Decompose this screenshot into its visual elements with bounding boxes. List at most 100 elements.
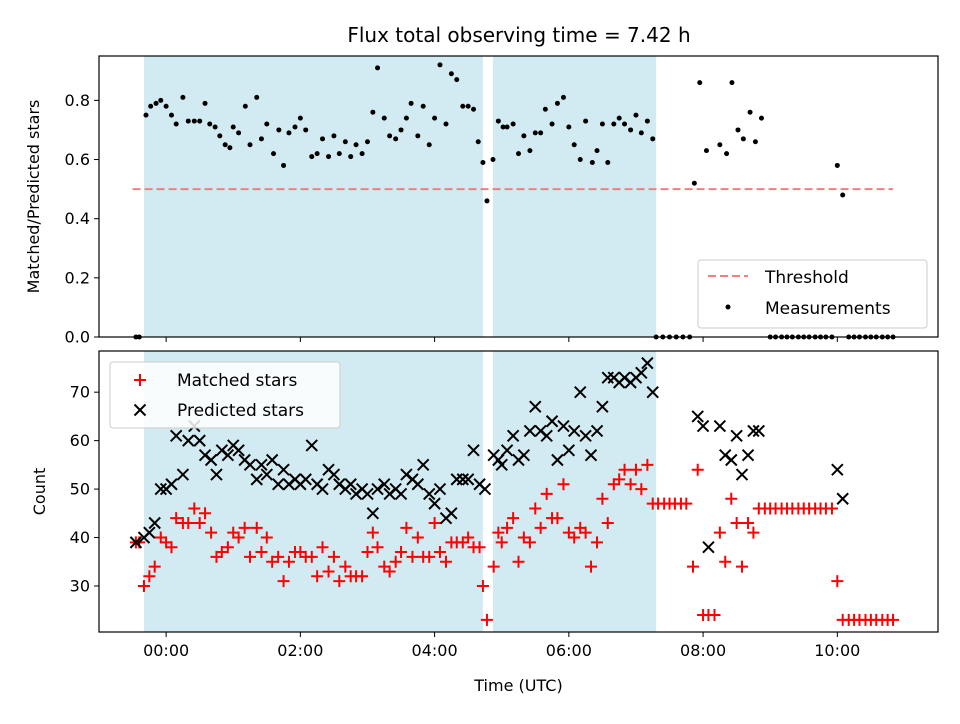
matched-star-point xyxy=(579,526,592,539)
predicted-star-point xyxy=(529,400,542,413)
legend-threshold-label: Threshold xyxy=(764,268,849,288)
top-legend: Threshold Measurements xyxy=(697,259,928,329)
measurement-point xyxy=(480,159,486,165)
measurement-point xyxy=(490,157,496,163)
measurement-point xyxy=(217,133,223,139)
predicted-star-point xyxy=(495,458,508,472)
predicted-star-point xyxy=(696,419,710,433)
measurement-point xyxy=(364,139,370,145)
predicted-star-point xyxy=(836,492,849,505)
matched-star-point xyxy=(480,613,493,626)
matched-star-point xyxy=(277,575,290,588)
predicted-star-point xyxy=(691,410,704,423)
predicted-star-point xyxy=(579,429,592,442)
predicted-star-point xyxy=(232,444,245,457)
y-tick-label: 0.4 xyxy=(65,209,90,228)
measurement-point xyxy=(264,121,270,127)
predicted-star-point xyxy=(361,487,374,501)
predicted-star-point xyxy=(416,458,430,472)
top-y-axis-label: Matched/Predicted stars xyxy=(24,100,43,294)
y-tick-label: 70 xyxy=(70,383,90,402)
predicted-star-point xyxy=(176,468,190,481)
matched-star-point xyxy=(255,546,268,559)
measurement-point xyxy=(834,162,840,168)
matched-star-point xyxy=(512,555,525,568)
measurement-point xyxy=(212,124,218,130)
matched-star-point xyxy=(523,536,536,549)
matched-star-point xyxy=(250,521,263,534)
matched-star-point xyxy=(635,483,648,496)
measurement-point xyxy=(465,103,471,109)
measurement-point xyxy=(599,121,605,127)
measurement-point xyxy=(724,151,730,157)
matched-star-point xyxy=(244,550,257,563)
measurement-point xyxy=(735,127,741,133)
matched-star-point xyxy=(831,575,844,588)
predicted-star-point xyxy=(250,473,263,486)
matched-star-point xyxy=(395,546,408,559)
bottom-x-axis-label: Time (UTC) xyxy=(473,676,562,695)
legend-matched-label: Matched stars xyxy=(177,371,297,391)
measurement-point xyxy=(158,97,164,103)
measurement-point xyxy=(342,139,348,145)
matched-star-point xyxy=(215,546,228,559)
measurement-point xyxy=(191,118,197,124)
matched-star-point xyxy=(433,546,446,559)
measurement-point xyxy=(443,121,449,127)
y-tick-label: 30 xyxy=(70,576,90,595)
predicted-star-point xyxy=(143,526,156,539)
matched-star-point xyxy=(492,526,505,539)
top-y-ticks: 0.0 0.2 0.4 0.6 0.8 xyxy=(65,91,99,347)
matched-star-point xyxy=(143,570,156,583)
measurement-point xyxy=(426,142,432,148)
matched-star-point xyxy=(165,541,178,554)
matched-star-point xyxy=(557,478,570,491)
measurement-point xyxy=(729,80,735,86)
measurement-point xyxy=(381,115,387,121)
measurement-point xyxy=(309,154,315,160)
measurement-point xyxy=(717,142,723,148)
predicted-star-point xyxy=(735,468,749,481)
measurement-point xyxy=(758,115,764,121)
matched-star-point xyxy=(260,531,273,544)
measurement-point xyxy=(549,121,555,127)
matched-star-point xyxy=(713,526,726,539)
matched-star-point xyxy=(356,570,369,583)
matched-star-point xyxy=(747,526,760,539)
predicted-star-point xyxy=(148,516,161,530)
measurement-point xyxy=(370,109,376,115)
predicted-star-point xyxy=(635,366,648,380)
legend-predicted-swatch xyxy=(133,403,147,417)
predicted-star-point xyxy=(221,448,235,462)
matched-star-point xyxy=(311,570,324,583)
matched-star-point xyxy=(568,531,581,544)
bottom-panel: 00:00 02:00 04:00 06:00 08:00 10:00 30 40 50 60 7… xyxy=(30,350,939,695)
matched-star-point xyxy=(641,458,654,471)
shaded-interval xyxy=(492,351,657,632)
predicted-star-point xyxy=(730,429,743,442)
measurement-point xyxy=(168,112,174,118)
top-panel: 0.00.20.40.60.8 Matched/Predicted stars … xyxy=(24,55,939,347)
matched-star-point xyxy=(272,550,285,563)
matched-star-point xyxy=(371,541,384,554)
y-tick-label: 0.2 xyxy=(65,268,90,287)
predicted-star-point xyxy=(523,424,537,438)
matched-star-point xyxy=(476,579,489,592)
matched-star-point xyxy=(487,560,500,573)
predicted-star-point xyxy=(165,478,178,491)
predicted-star-point xyxy=(344,478,357,491)
measurement-point xyxy=(236,130,242,136)
predicted-star-point xyxy=(596,400,609,413)
matched-star-point xyxy=(507,512,520,525)
matched-star-point xyxy=(182,516,195,529)
matched-star-point xyxy=(282,555,295,568)
measurement-point xyxy=(691,180,697,186)
predicted-star-point xyxy=(641,356,654,370)
measurement-point xyxy=(163,103,169,109)
matched-star-point xyxy=(825,502,838,515)
measurement-point xyxy=(454,77,460,83)
measurement-point xyxy=(703,148,709,154)
matched-star-point xyxy=(406,550,419,563)
measurement-point xyxy=(475,139,481,145)
